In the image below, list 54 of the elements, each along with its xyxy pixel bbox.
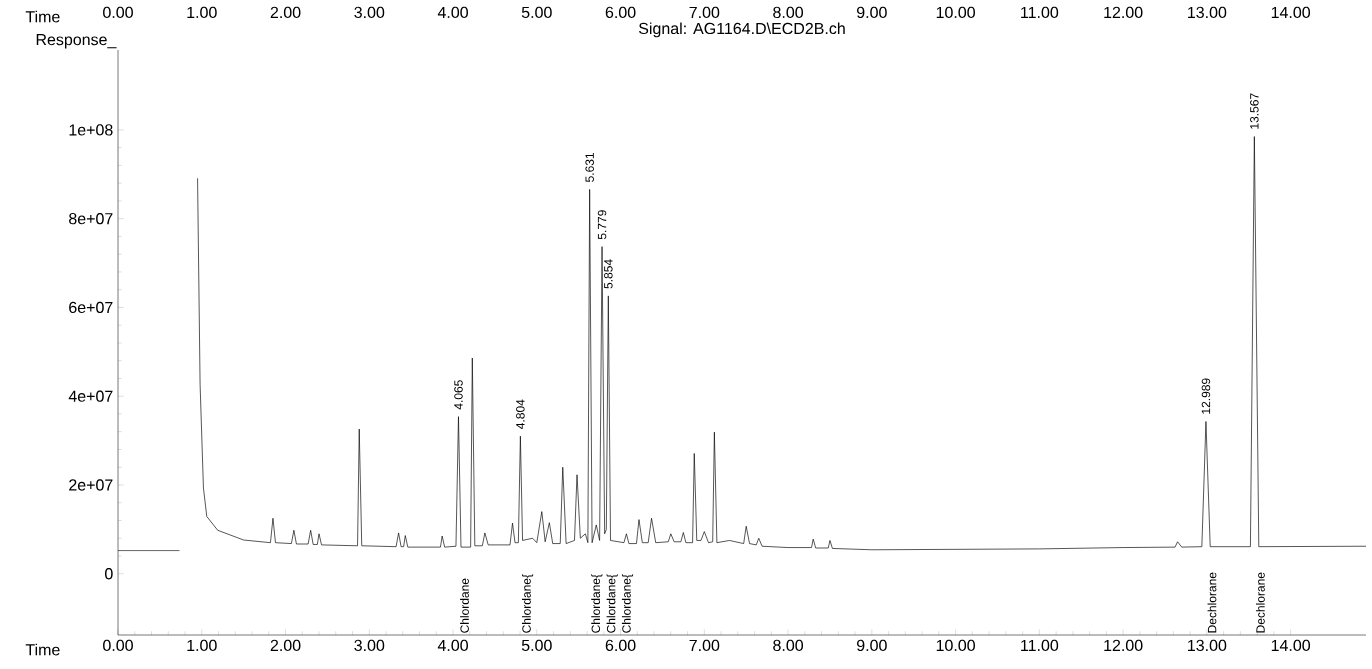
x-tick-label: 6.00 — [605, 639, 636, 652]
x2-tick-label: 12.00 — [1104, 6, 1143, 19]
x-tick-label: 3.00 — [354, 639, 385, 652]
annotation: 5.631 — [585, 153, 594, 182]
annotation: 4.804 — [516, 399, 525, 429]
x-tick-label: 2.00 — [270, 639, 301, 652]
x2-tick-label: 2.00 — [270, 6, 301, 19]
y-axis-title: Response_ — [36, 34, 117, 49]
x-tick-label: 12.00 — [1104, 639, 1143, 652]
x2-tick-label: 8.00 — [773, 6, 804, 19]
x2-tick-label: 11.00 — [1021, 6, 1059, 19]
annotation: 4.065 — [454, 380, 463, 410]
annotation: 5.854 — [604, 259, 613, 289]
x2-tick-label: 9.00 — [857, 6, 887, 19]
annotation: 13.567 — [1250, 93, 1259, 129]
x-tick-label: 10.00 — [936, 639, 975, 652]
x2-tick-label: 3.00 — [354, 6, 385, 19]
chart-title: Signal: AG1164.D\ECD2B.ch — [638, 22, 845, 38]
x2-tick-label: 4.00 — [437, 6, 468, 19]
annotation: Chlordane{ — [591, 574, 603, 633]
x-tick-label: 5.00 — [521, 639, 552, 652]
x-tick-label: 11.00 — [1021, 639, 1059, 652]
x2-tick-label: 5.00 — [521, 6, 552, 19]
y-tick-label: 4e+07 — [68, 390, 113, 402]
x-tick-label: 9.00 — [857, 639, 887, 652]
y-tick-label: 6e+07 — [69, 301, 113, 314]
x2-tick-label: 0.00 — [103, 6, 133, 19]
y-tick-label: 1e+08 — [69, 124, 113, 136]
x-axis-title: Time — [25, 643, 60, 656]
y-tick-label: 0 — [105, 568, 113, 580]
x-tick-label: 4.00 — [437, 639, 468, 652]
annotation: Dechlorane — [1255, 572, 1265, 633]
y-tick-label: 2e+07 — [69, 479, 113, 491]
x-tick-label: 0.00 — [103, 639, 133, 652]
annotation: 5.779 — [597, 210, 607, 240]
annotation: Chlordane{ — [521, 574, 534, 633]
x-tick-label: 13.00 — [1188, 639, 1227, 652]
annotation: Chlordane{ — [621, 574, 634, 633]
x-tick-label: 8.00 — [773, 639, 804, 652]
x2-tick-label: 6.00 — [605, 6, 636, 19]
x2-tick-label: 13.00 — [1188, 6, 1227, 19]
x2-tick-label: 14.00 — [1271, 6, 1311, 19]
x2-tick-label: 7.00 — [689, 6, 720, 19]
x2-tick-label: 1.00 — [187, 6, 217, 19]
annotation: 12.989 — [1201, 378, 1211, 414]
y-tick-label: 8e+07 — [69, 213, 113, 225]
x-tick-label: 14.00 — [1271, 639, 1311, 652]
x-tick-label: 1.00 — [187, 639, 217, 652]
annotation: Chlordane{ — [606, 574, 618, 633]
x2-tick-label: 10.00 — [936, 6, 975, 19]
annotation: Chlordane — [460, 578, 469, 633]
x2-axis-title: Time — [25, 10, 60, 23]
annotation: Dechlorane — [1207, 572, 1217, 633]
x-tick-label: 7.00 — [689, 639, 720, 652]
